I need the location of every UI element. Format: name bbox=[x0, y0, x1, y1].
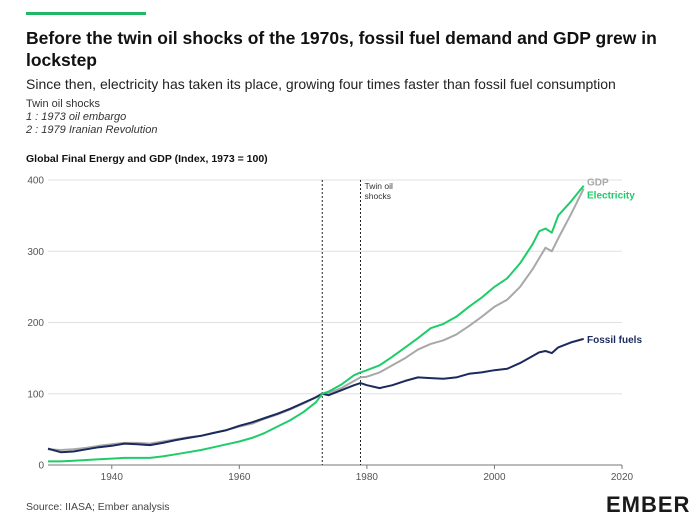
oil-shock-label: Twin oil bbox=[365, 181, 393, 191]
oil-shock-label: shocks bbox=[365, 191, 391, 201]
series-line-electricity bbox=[48, 185, 585, 463]
x-tick-label: 2000 bbox=[483, 472, 506, 483]
note-iranian-revolution: 2 : 1979 Iranian Revolution bbox=[26, 124, 158, 136]
series-label-fossil-fuels: Fossil fuels bbox=[587, 335, 642, 346]
series-line-fossil-fuels bbox=[47, 337, 584, 454]
y-tick-label: 300 bbox=[27, 247, 44, 258]
chart-title: Before the twin oil shocks of the 1970s,… bbox=[26, 28, 657, 70]
series-lines bbox=[47, 185, 585, 463]
x-tick-label: 2020 bbox=[611, 472, 634, 483]
grid: 0 100 200 300 400 1940 1960 1980 2000 2020 bbox=[27, 176, 633, 484]
note-oil-embargo: 1 : 1973 oil embargo bbox=[26, 111, 127, 123]
line-chart: 0 100 200 300 400 1940 1960 1980 2000 2020 Twin o… bbox=[27, 176, 642, 484]
series-labels: GDP Electricity Fossil fuels bbox=[587, 177, 642, 345]
notes-title: Twin oil shocks bbox=[26, 98, 100, 110]
y-tick-label: 400 bbox=[27, 176, 44, 187]
x-tick-label: 1960 bbox=[228, 472, 251, 483]
x-tick-label: 1940 bbox=[101, 472, 124, 483]
ember-logo: EMBER bbox=[606, 492, 690, 517]
chart-heading: Global Final Energy and GDP (Index, 1973… bbox=[26, 153, 268, 165]
notes-block: Twin oil shocks 1 : 1973 oil embargo 2 :… bbox=[26, 98, 157, 137]
chart-subtitle: Since then, electricity has taken its pl… bbox=[26, 76, 616, 92]
series-label-electricity: Electricity bbox=[587, 190, 635, 201]
y-tick-label: 0 bbox=[38, 461, 44, 472]
series-label-gdp: GDP bbox=[587, 177, 609, 188]
series-line-gdp bbox=[47, 188, 585, 451]
y-tick-label: 200 bbox=[27, 318, 44, 329]
source-note: Source: IIASA; Ember analysis bbox=[26, 501, 170, 513]
x-tick-label: 1980 bbox=[356, 472, 379, 483]
y-tick-label: 100 bbox=[27, 389, 44, 400]
accent-bar bbox=[26, 12, 146, 15]
